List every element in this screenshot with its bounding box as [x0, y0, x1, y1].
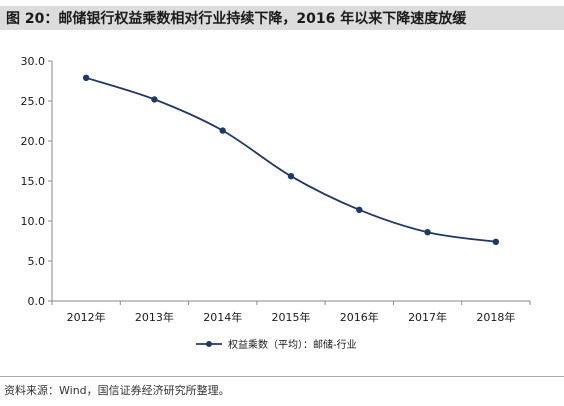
x-tick-label: 2018年	[476, 310, 515, 324]
data-point	[356, 206, 363, 213]
y-tick-label: 30.0	[21, 55, 46, 68]
source-divider	[0, 376, 564, 377]
x-axis-ticks: 2012年 2013年 2014年 2015年 2016年 2017年 2018年	[51, 301, 531, 324]
x-tick-label: 2014年	[203, 310, 242, 324]
legend-marker-swatch	[206, 341, 212, 347]
x-tick-label: 2015年	[272, 310, 311, 324]
y-tick-label: 15.0	[21, 175, 46, 188]
y-tick-label: 10.0	[21, 215, 46, 228]
source-note: 资料来源：Wind，国信证券经济研究所整理。	[4, 384, 230, 397]
y-tick-label: 5.0	[28, 255, 46, 268]
data-point	[219, 127, 226, 134]
data-point	[82, 74, 90, 82]
data-point	[287, 173, 295, 180]
figure-title: 图 20：邮储银行权益乘数相对行业持续下降，2016 年以来下降速度放缓	[6, 11, 467, 27]
figure-title-bar: 图 20：邮储银行权益乘数相对行业持续下降，2016 年以来下降速度放缓	[0, 6, 564, 30]
series-group	[82, 74, 500, 245]
y-tick-label: 0.0	[28, 295, 46, 308]
line-chart: 0.05.010.015.020.025.030.0 2012年 2013年 201…	[21, 55, 531, 351]
x-tick-label: 2017年	[408, 310, 447, 324]
y-axis-ticks: 0.0 5.0 10.0 15.0 20.0 25.0 30.0	[21, 55, 52, 308]
y-tick-label: 20.0	[21, 135, 46, 148]
data-point	[151, 96, 158, 103]
x-tick-label: 2013年	[135, 310, 174, 324]
x-tick-label: 2012年	[67, 310, 106, 324]
legend: 权益乘数（平均）：邮储-行业	[196, 338, 357, 351]
y-tick-label: 25.0	[21, 95, 46, 108]
data-point	[492, 238, 500, 245]
x-tick-label: 2016年	[340, 310, 379, 324]
legend-label: 权益乘数（平均）：邮储-行业	[228, 338, 357, 351]
data-point	[424, 229, 431, 236]
series-line	[85, 76, 496, 243]
